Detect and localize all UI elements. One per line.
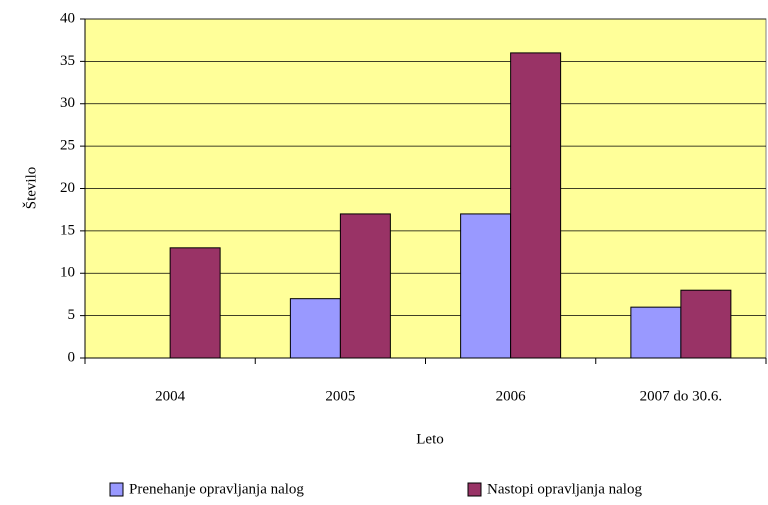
bar xyxy=(339,213,391,359)
y-axis-label: Število xyxy=(22,167,39,210)
legend-label: Prenehanje opravljanja nalog xyxy=(129,481,304,497)
y-tick-label: 10 xyxy=(60,265,75,281)
x-tick-label: 2004 xyxy=(155,388,186,404)
bar xyxy=(510,52,562,359)
legend-swatch xyxy=(109,482,124,497)
y-tick-label: 40 xyxy=(60,10,75,26)
y-tick-label: 15 xyxy=(60,222,75,238)
legend-swatch xyxy=(467,482,482,497)
y-tick-label: 0 xyxy=(68,349,76,365)
bar xyxy=(680,289,732,359)
x-tick-label: 2007 do 30.6. xyxy=(640,388,723,404)
y-tick-label: 5 xyxy=(68,307,76,323)
y-tick-label: 25 xyxy=(60,138,75,154)
y-tick-label: 30 xyxy=(60,95,75,111)
x-tick-label: 2006 xyxy=(496,388,527,404)
y-tick-label: 20 xyxy=(60,180,75,196)
bar xyxy=(460,213,512,359)
x-axis-label: Leto xyxy=(416,431,444,447)
bar xyxy=(169,247,221,359)
bar xyxy=(289,298,341,359)
y-tick-label: 35 xyxy=(60,53,75,69)
bar xyxy=(630,306,682,359)
legend-label: Nastopi opravljanja nalog xyxy=(487,481,642,497)
x-tick-label: 2005 xyxy=(325,388,355,404)
